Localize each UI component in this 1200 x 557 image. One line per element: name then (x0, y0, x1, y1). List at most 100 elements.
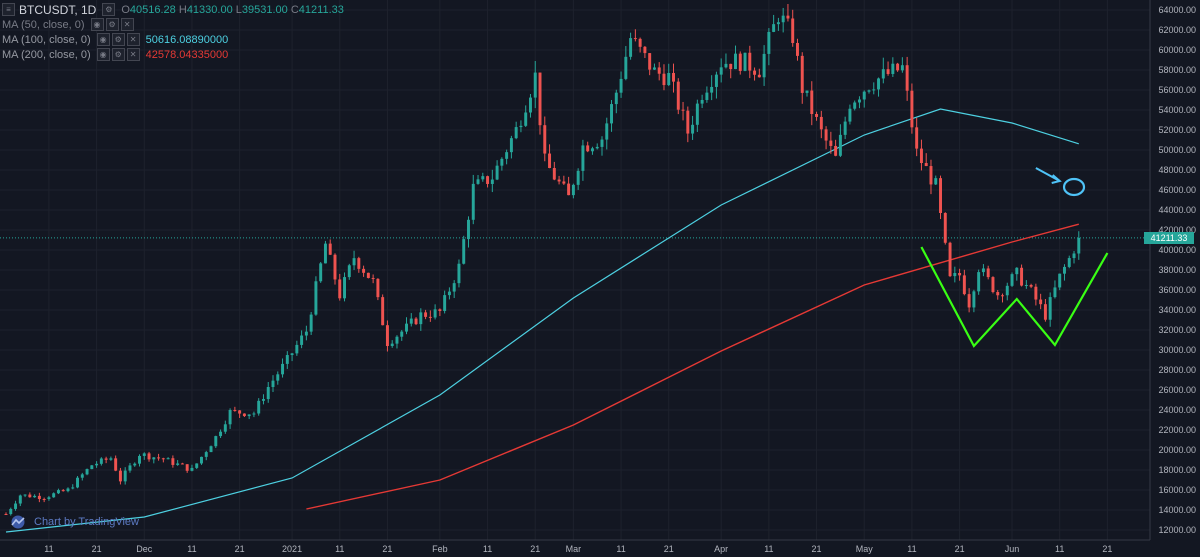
ma100-path (5, 108, 1079, 533)
time-tick-label: 11 (335, 544, 344, 554)
candle-body (962, 275, 966, 295)
candle-body (285, 355, 289, 364)
time-tick-label: 2021 (282, 544, 302, 554)
arrow-head-drawing (1051, 174, 1062, 184)
candle-body (958, 273, 962, 276)
price-tick-label: 48000.00 (1158, 165, 1196, 175)
collapse-button[interactable]: ≡ (2, 3, 15, 16)
symbol-controls[interactable]: ⚙ (102, 3, 116, 16)
price-tick-label: 56000.00 (1158, 85, 1196, 95)
candle-body (1001, 295, 1004, 297)
candle-body (28, 494, 32, 498)
time-tick-label: 11 (1055, 544, 1064, 554)
candle-body (352, 258, 356, 266)
candle-body (662, 73, 666, 86)
candle-body (14, 503, 18, 509)
candle-body (486, 176, 490, 184)
candle-body (643, 46, 647, 54)
candle-body (209, 446, 213, 453)
candles (4, 3, 1081, 516)
candle-body (385, 325, 389, 347)
candle-body (276, 374, 280, 381)
time-axis[interactable]: 11 21 Dec 11 21 2021 11 21 Feb 11 21 Mar 11 21 Apr 11 21… (0, 539, 1150, 554)
candle-body (948, 242, 952, 277)
close-icon[interactable]: ✕ (126, 33, 140, 46)
candle-body (281, 363, 285, 375)
symbol-row: ≡ BTCUSDT, 1D ⚙ O40516.28 H41330.00 L395… (2, 2, 344, 17)
candle-body (1010, 274, 1014, 286)
candle-body (667, 72, 671, 86)
indicator-ma200[interactable]: MA (200, close, 0) ◉ ⚙ ✕ 42578.04335000 (2, 47, 344, 62)
candle-body (333, 254, 337, 280)
candle-body (52, 493, 56, 498)
time-tick-label: Jun (1005, 544, 1020, 554)
candle-body (791, 18, 795, 43)
price-axis[interactable]: 12000.00 14000.00 16000.00 18000.00 20000.00… (1149, 0, 1200, 557)
candle-body (371, 277, 375, 279)
candle-body (691, 124, 695, 134)
close-icon[interactable]: ✕ (120, 18, 134, 31)
candle-body (528, 97, 532, 113)
eye-icon[interactable]: ◉ (90, 18, 104, 31)
price-tick-label: 54000.00 (1158, 105, 1196, 115)
indicator-controls[interactable]: ◉ ⚙ ✕ (96, 48, 140, 61)
candle-body (533, 72, 537, 98)
candle-body (424, 312, 428, 317)
candle-body (433, 309, 437, 318)
candle-body (271, 380, 275, 388)
candle-body (319, 263, 323, 282)
candle-body (781, 15, 785, 23)
candle-body (910, 90, 914, 128)
candle-body (109, 458, 113, 460)
settings-icon[interactable]: ⚙ (105, 18, 119, 31)
candle-body (233, 410, 237, 412)
settings-icon[interactable]: ⚙ (111, 33, 125, 46)
ma100-line (5, 108, 1079, 533)
candle-body (323, 243, 327, 264)
settings-icon[interactable]: ⚙ (102, 3, 116, 16)
price-tick-label: 42000.00 (1158, 225, 1196, 235)
indicator-controls[interactable]: ◉ ⚙ ✕ (90, 18, 134, 31)
time-tick-label: May (856, 544, 874, 554)
candle-body (705, 92, 709, 100)
settings-icon[interactable]: ⚙ (111, 48, 125, 61)
candle-body (762, 53, 766, 78)
ma200-path (306, 223, 1079, 510)
eye-icon[interactable]: ◉ (96, 48, 110, 61)
candle-body (257, 400, 261, 414)
time-tick-label: 21 (955, 544, 965, 554)
candle-body (1039, 299, 1043, 305)
candle-body (676, 81, 680, 110)
indicator-label: MA (100, close, 0) (2, 33, 91, 46)
tradingview-watermark[interactable]: Chart by TradingView (8, 515, 139, 529)
candle-body (686, 110, 690, 134)
close-icon[interactable]: ✕ (126, 48, 140, 61)
candle-body (1063, 266, 1066, 274)
candle-body (743, 52, 747, 71)
candle-body (714, 74, 718, 87)
candle-body (748, 52, 752, 71)
candle-body (481, 176, 485, 180)
price-tick-label: 16000.00 (1158, 485, 1196, 495)
indicator-controls[interactable]: ◉ ⚙ ✕ (96, 33, 140, 46)
candle-body (400, 331, 404, 337)
indicator-ma100[interactable]: MA (100, close, 0) ◉ ⚙ ✕ 50616.08890000 (2, 32, 344, 47)
candle-body (23, 494, 27, 496)
circle-drawing (1062, 177, 1086, 197)
time-tick-label: 11 (44, 544, 53, 554)
ohlc-values: O40516.28 H41330.00 L39531.00 C41211.33 (121, 3, 344, 17)
candle-body (853, 102, 857, 109)
candle-body (157, 457, 161, 459)
indicator-ma50[interactable]: MA (50, close, 0) ◉ ⚙ ✕ (2, 17, 344, 32)
eye-icon[interactable]: ◉ (96, 33, 110, 46)
candle-body (452, 283, 456, 292)
candle-body (657, 67, 661, 74)
candle-body (614, 92, 618, 105)
candle-body (1048, 297, 1052, 320)
candle-body (99, 458, 103, 464)
candle-body (314, 281, 318, 315)
candle-body (581, 145, 585, 171)
price-tick-label: 28000.00 (1158, 365, 1196, 375)
candle-body (95, 463, 99, 466)
